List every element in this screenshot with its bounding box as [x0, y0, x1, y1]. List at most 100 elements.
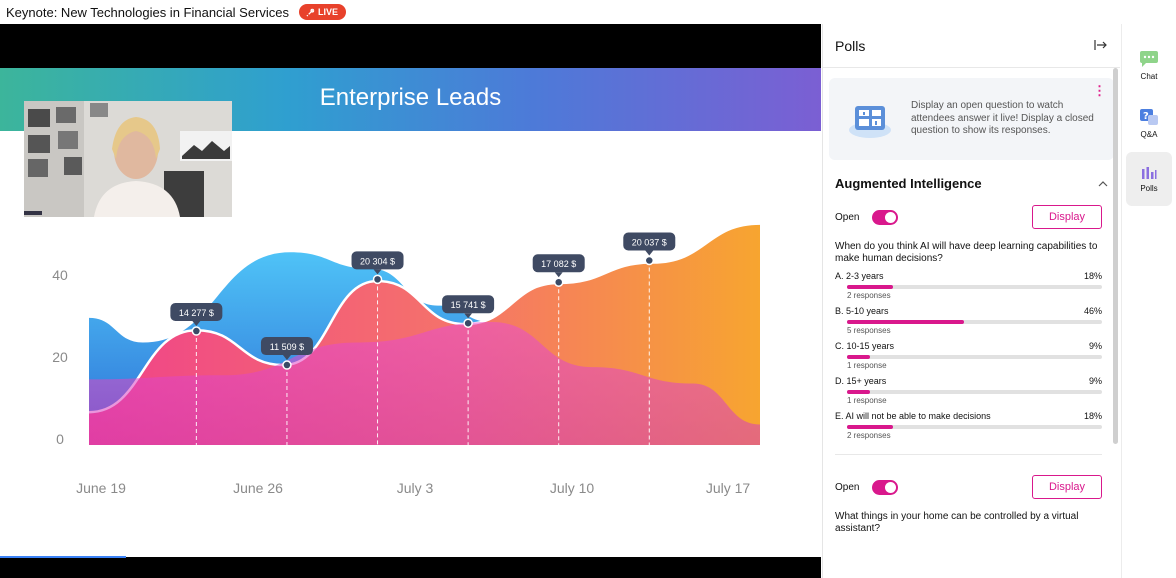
rail-chat[interactable]: Chat [1126, 38, 1172, 92]
poll-section-title: Augmented Intelligence [835, 176, 982, 191]
video-progress-bar[interactable] [0, 556, 126, 558]
poll-option: B. 5-10 years 46% 5 responses [835, 306, 1102, 335]
poll-option-bar [847, 285, 1102, 289]
chat-icon [1140, 50, 1158, 67]
poll-option-percent: 9% [1088, 376, 1102, 386]
poll-1-open-toggle[interactable] [872, 209, 899, 225]
data-label: 11 509 $ [270, 342, 304, 352]
x-tick-label: June 26 [233, 480, 283, 496]
data-label-bubble [532, 254, 585, 273]
slide-title: Enterprise Leads [319, 84, 502, 111]
polls-scrollbar[interactable] [1113, 68, 1118, 444]
poll-2-controls: Open Display [835, 475, 1108, 499]
poll-option-bar [847, 320, 1102, 324]
x-tick-label: July 10 [550, 480, 595, 496]
poll-option-percent: 18% [1083, 411, 1102, 421]
data-label: 20 037 $ [632, 238, 667, 248]
poll-option-bar-fill [847, 425, 893, 429]
polls-header: Polls [823, 24, 1120, 68]
data-label: 20 304 $ [360, 256, 395, 266]
data-label: 17 082 $ [541, 259, 576, 269]
polls-panel: Polls Display an open question to watch … [822, 24, 1120, 578]
poll-option-label: E. AI will not be able to make decisions [835, 411, 991, 421]
polls-info-card: Display an open question to watch attend… [829, 78, 1114, 160]
poll-option-percent: 9% [1088, 341, 1102, 351]
data-label-pointer [645, 250, 654, 256]
data-label-bubble [260, 337, 313, 356]
data-point [553, 277, 564, 287]
data-label-bubble [351, 251, 404, 270]
data-label: 14 277 $ [179, 308, 214, 318]
poll-bars-icon [1142, 166, 1157, 179]
poll-1-options: A. 2-3 years 18% 2 responses B. 5-10 years 4… [823, 271, 1120, 440]
poll-option-responses: 1 response [847, 361, 887, 370]
poll-option-bar-fill [847, 320, 965, 324]
data-label-pointer [464, 313, 473, 319]
poll-option-label: B. 5-10 years [835, 306, 889, 316]
poll-option-label: C. 10-15 years [835, 341, 895, 351]
area-series-3 [89, 322, 760, 445]
polls-info-text: Display an open question to watch attend… [911, 100, 1094, 136]
data-label: 15 741 $ [451, 300, 486, 310]
x-tick-label: July 17 [706, 480, 751, 496]
poll-option: E. AI will not be able to make decisions… [835, 411, 1102, 440]
presentation-slide: Enterprise Leads 0 20 40 June 19 June 26 July… [0, 68, 821, 557]
poll-option-responses: 5 responses [847, 326, 891, 335]
broadcast-icon [306, 8, 315, 17]
data-label-pointer [554, 272, 563, 278]
poll-option-bar-fill [847, 390, 870, 394]
rail-qa[interactable]: ? Q&A [1126, 96, 1172, 150]
data-label-pointer [373, 269, 382, 275]
more-options-icon[interactable]: ⋮ [1093, 83, 1106, 98]
data-point [463, 318, 473, 328]
side-rail: Chat ? Q&A Polls [1121, 24, 1176, 578]
poll-2-open-toggle[interactable] [872, 479, 899, 495]
data-label-bubble [442, 295, 495, 314]
collapse-panel-icon[interactable] [1094, 38, 1108, 54]
poll-option-label: D. 15+ years [835, 376, 887, 386]
poll-1-status: Open [835, 211, 860, 223]
poll-option-bar-fill [847, 285, 893, 289]
x-tick-label: July 3 [397, 480, 434, 496]
poll-2-display-button[interactable]: Display [1032, 475, 1102, 499]
qa-icon: ? [1140, 108, 1158, 125]
poll-option-responses: 1 response [847, 396, 887, 405]
poll-option-label: A. 2-3 years [835, 271, 884, 281]
svg-text:?: ? [1143, 111, 1149, 122]
poll-option-bar [847, 355, 1102, 359]
arrow-right-bar-icon [1094, 39, 1107, 50]
chevron-up-icon[interactable] [1098, 178, 1108, 190]
data-point [372, 274, 383, 285]
poll-option: C. 10-15 years 9% 1 response [835, 341, 1102, 370]
rail-polls[interactable]: Polls [1126, 152, 1172, 206]
rail-chat-label: Chat [1140, 71, 1158, 81]
toggle-knob [885, 211, 897, 223]
poll-1-controls: Open Display [835, 205, 1108, 229]
data-label-pointer [192, 321, 201, 327]
poll-option-percent: 46% [1083, 306, 1102, 316]
poll-option-bar-fill [847, 355, 870, 359]
speaker-camera-video[interactable] [24, 101, 232, 217]
live-label: LIVE [318, 7, 339, 17]
poll-1-question: When do you think AI will have deep lear… [835, 241, 1098, 264]
poll-section-header[interactable]: Augmented Intelligence [835, 176, 1108, 191]
speaker-video-frame [24, 101, 232, 217]
data-label-bubble [623, 232, 676, 251]
poll-option-bar [847, 425, 1102, 429]
data-point [191, 326, 202, 336]
y-tick-label: 20 [52, 349, 68, 365]
rail-polls-label: Polls [1140, 183, 1158, 193]
data-label-bubble [170, 303, 223, 322]
poll-1-display-button[interactable]: Display [1032, 205, 1102, 229]
top-bar: Keynote: New Technologies in Financial S… [0, 0, 1176, 24]
rail-qa-label: Q&A [1140, 129, 1158, 139]
poll-option: D. 15+ years 9% 1 response [835, 376, 1102, 405]
live-badge: LIVE [299, 4, 347, 20]
poll-2-status: Open [835, 481, 860, 493]
poll-option-percent: 18% [1083, 271, 1102, 281]
data-point [282, 360, 292, 370]
data-label-pointer [282, 355, 291, 361]
poll-2-question: What things in your home can be controll… [835, 511, 1079, 534]
video-stage[interactable]: Enterprise Leads 0 20 40 June 19 June 26 July… [0, 24, 821, 578]
